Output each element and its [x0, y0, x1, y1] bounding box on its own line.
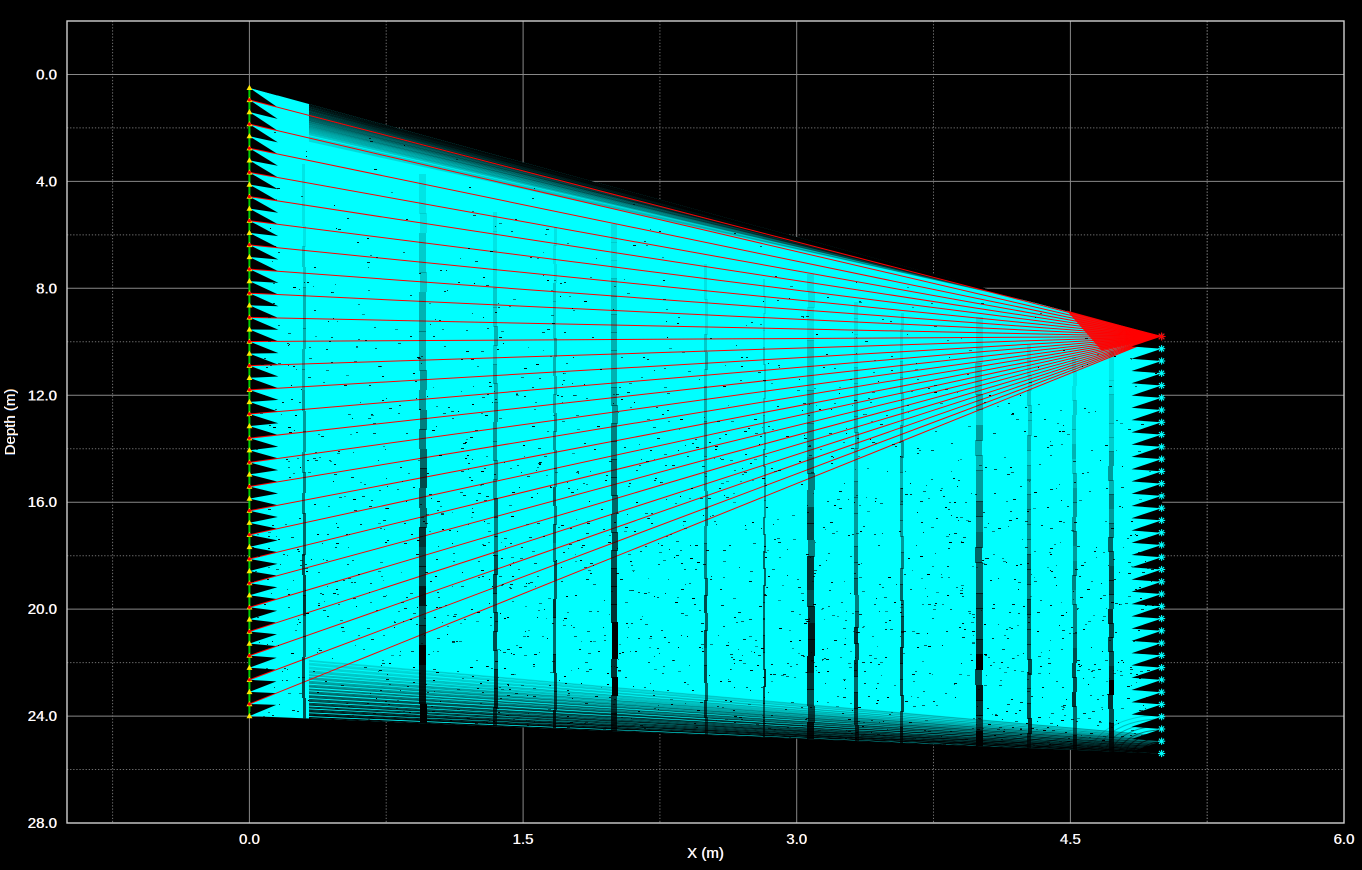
svg-text:28.0: 28.0: [28, 815, 57, 832]
svg-text:6.0: 6.0: [1334, 831, 1355, 848]
svg-text:20.0: 20.0: [28, 601, 57, 618]
svg-text:1.5: 1.5: [513, 831, 534, 848]
svg-text:12.0: 12.0: [28, 387, 57, 404]
svg-text:0.0: 0.0: [36, 67, 57, 84]
svg-text:4.0: 4.0: [36, 173, 57, 190]
svg-text:16.0: 16.0: [28, 494, 57, 511]
svg-text:3.0: 3.0: [786, 831, 807, 848]
svg-text:0.0: 0.0: [239, 831, 260, 848]
svg-text:24.0: 24.0: [28, 708, 57, 725]
svg-text:X (m): X (m): [687, 845, 724, 862]
svg-text:8.0: 8.0: [36, 280, 57, 297]
svg-text:4.5: 4.5: [1060, 831, 1081, 848]
svg-text:Depth (m): Depth (m): [2, 389, 19, 456]
